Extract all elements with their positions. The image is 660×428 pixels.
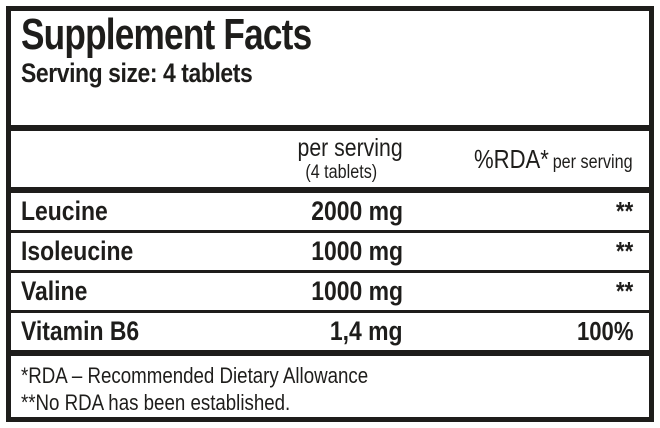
divider-thin bbox=[11, 310, 649, 313]
table-row-vitamin-b6: Vitamin B6 1,4 mg 100% bbox=[11, 313, 649, 350]
footnotes-section: *RDA – Recommended Dietary Allowance **N… bbox=[11, 356, 649, 417]
nutrient-name-cell: Leucine bbox=[11, 196, 243, 227]
label-title: Supplement Facts bbox=[21, 13, 639, 57]
header-amount-line1: per serving bbox=[297, 133, 403, 162]
nutrient-rda-cell: ** bbox=[413, 196, 649, 227]
nutrient-amount: 1000 mg bbox=[311, 236, 403, 266]
footnote-no-rda: **No RDA has been established. bbox=[21, 390, 291, 415]
table-row-isoleucine: Isoleucine 1000 mg ** bbox=[11, 233, 649, 270]
nutrient-name: Valine bbox=[21, 276, 88, 306]
nutrient-rda-cell: ** bbox=[413, 276, 649, 307]
nutrient-rda: ** bbox=[615, 236, 633, 266]
nutrient-name-cell: Isoleucine bbox=[11, 236, 243, 267]
nutrient-rda: ** bbox=[615, 276, 633, 306]
nutrient-amount-cell: 1000 mg bbox=[243, 236, 413, 267]
header-amount-cell: per serving (4 tablets) bbox=[243, 133, 413, 184]
nutrient-name: Leucine bbox=[21, 196, 108, 226]
nutrient-rda-cell: 100% bbox=[413, 316, 649, 347]
footnote-rda: *RDA – Recommended Dietary Allowance bbox=[21, 363, 369, 388]
nutrient-amount: 1000 mg bbox=[311, 276, 403, 306]
supplement-facts-label: Supplement Facts Serving size: 4 tablets… bbox=[6, 6, 654, 422]
divider-thick-footer bbox=[11, 350, 649, 356]
nutrient-amount: 2000 mg bbox=[311, 196, 403, 226]
divider-thin bbox=[11, 230, 649, 233]
table-header-row: per serving (4 tablets) %RDA* per servin… bbox=[11, 131, 649, 187]
serving-size-text: Serving size: 4 tablets bbox=[21, 58, 253, 88]
header-rda-cell: %RDA* per serving bbox=[413, 144, 649, 175]
header-rda-sub: per serving bbox=[553, 151, 633, 173]
nutrient-name: Vitamin B6 bbox=[21, 316, 140, 346]
divider-thick-top bbox=[11, 125, 649, 131]
nutrient-amount: 1,4 mg bbox=[330, 316, 403, 346]
nutrient-amount-cell: 1,4 mg bbox=[243, 316, 413, 347]
divider-thin bbox=[11, 270, 649, 273]
nutrient-name-cell: Valine bbox=[11, 276, 243, 307]
nutrient-rda: ** bbox=[615, 196, 633, 226]
serving-size: Serving size: 4 tablets bbox=[21, 57, 639, 89]
header-rda-main: %RDA* bbox=[474, 143, 550, 174]
nutrient-rda: 100% bbox=[576, 316, 633, 346]
title-block: Supplement Facts Serving size: 4 tablets bbox=[11, 11, 649, 125]
table-row-leucine: Leucine 2000 mg ** bbox=[11, 193, 649, 230]
nutrient-amount-cell: 2000 mg bbox=[243, 196, 413, 227]
divider-thick-header bbox=[11, 187, 649, 193]
nutrient-amount-cell: 1000 mg bbox=[243, 276, 413, 307]
nutrient-name-cell: Vitamin B6 bbox=[11, 316, 243, 347]
nutrient-rda-cell: ** bbox=[413, 236, 649, 267]
header-amount-line2: (4 tablets) bbox=[305, 161, 378, 183]
nutrient-name: Isoleucine bbox=[21, 236, 134, 266]
table-row-valine: Valine 1000 mg ** bbox=[11, 273, 649, 310]
label-title-text: Supplement Facts bbox=[21, 10, 312, 59]
